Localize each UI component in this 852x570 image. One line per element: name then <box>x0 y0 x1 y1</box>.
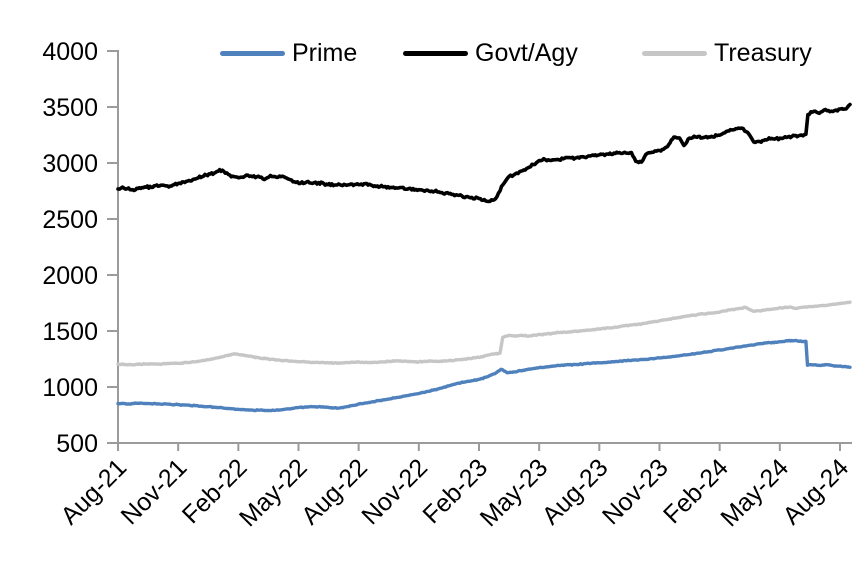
legend-label-treasury: Treasury <box>714 39 812 67</box>
x-tick-label: Nov-22 <box>356 453 433 530</box>
legend-item-treasury: Treasury <box>642 39 812 67</box>
x-tick-label: Nov-23 <box>597 453 674 530</box>
series-line-govt-agy <box>116 102 852 204</box>
y-tick-label: 3500 <box>42 94 98 122</box>
legend-item-prime: Prime <box>220 39 357 67</box>
legend-swatch-prime <box>220 50 285 56</box>
x-tick-label: Aug-23 <box>537 453 614 530</box>
legend-swatch-govt-agy <box>403 50 468 56</box>
series-line-treasury <box>116 300 852 367</box>
line-chart-figure: 500 1000 1500 2000 2500 3000 3500 4000 Aug-21 Nov… <box>40 16 852 554</box>
y-tick-label: 3000 <box>42 150 98 178</box>
x-tick-label: May-23 <box>475 453 554 532</box>
x-tick-label: Aug-21 <box>55 453 132 530</box>
y-tick-label: 2000 <box>42 262 98 290</box>
legend-swatch-treasury <box>642 50 707 56</box>
x-tick-label: Aug-22 <box>296 453 373 530</box>
legend-label-prime: Prime <box>292 39 358 67</box>
y-tick-label: 1500 <box>42 318 98 346</box>
y-tick-label: 1000 <box>42 374 98 402</box>
chart-svg: 5001000150020002500300035004000Aug-21Nov… <box>42 38 852 532</box>
x-tick-label: Aug-24 <box>777 453 852 530</box>
x-tick-label: Nov-21 <box>116 453 193 530</box>
x-tick-label: May-24 <box>715 453 794 532</box>
x-tick-label: May-22 <box>234 453 313 532</box>
legend-item-govt-agy: Govt/Agy <box>403 39 578 67</box>
y-tick-label: 2500 <box>42 206 98 234</box>
series-line-prime <box>116 338 852 413</box>
y-tick-label: 500 <box>56 430 98 458</box>
chart-legend: Prime Govt/Agy Treasury <box>40 39 852 67</box>
y-tick-label: 4000 <box>42 38 98 66</box>
legend-label-govt-agy: Govt/Agy <box>475 39 578 67</box>
